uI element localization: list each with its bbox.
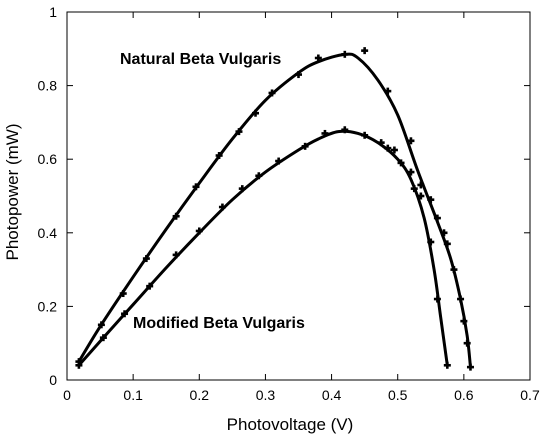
y-axis-title: Photopower (mW) — [3, 124, 22, 261]
data-point-modified — [275, 157, 283, 165]
data-point-natural — [427, 196, 435, 204]
x-axis-title: Photovoltage (V) — [227, 415, 354, 434]
data-point-modified — [361, 131, 369, 139]
x-tick-label: 0 — [63, 387, 71, 403]
data-point-natural — [457, 295, 465, 303]
data-point-natural — [252, 109, 260, 117]
y-tick-label: 0.4 — [38, 225, 58, 241]
y-tick-label: 0 — [49, 372, 57, 388]
x-tick-label: 0.3 — [256, 387, 276, 403]
x-tick-label: 0.2 — [190, 387, 210, 403]
data-point-natural — [433, 214, 441, 222]
data-point-natural — [361, 47, 369, 55]
data-point-modified — [397, 159, 405, 167]
data-point-natural — [192, 183, 200, 191]
y-tick-label: 0.6 — [38, 151, 58, 167]
x-tick-label: 0.4 — [322, 387, 342, 403]
data-point-natural — [460, 317, 468, 325]
x-tick-label: 0.1 — [123, 387, 143, 403]
y-tick-label: 0.8 — [38, 78, 58, 94]
data-point-natural — [215, 152, 223, 160]
data-point-modified — [172, 251, 180, 259]
data-point-modified — [146, 282, 154, 290]
data-point-modified — [384, 144, 392, 152]
data-point-modified — [121, 310, 129, 318]
y-tick-label: 1 — [49, 4, 57, 20]
x-tick-label: 0.5 — [388, 387, 408, 403]
data-point-natural — [384, 87, 392, 95]
data-point-modified — [341, 126, 349, 134]
data-point-modified — [195, 227, 203, 235]
data-point-modified — [75, 361, 83, 369]
data-point-modified — [301, 142, 309, 150]
y-tick-label: 0.2 — [38, 298, 58, 314]
data-point-modified — [255, 172, 263, 180]
data-point-modified — [321, 129, 329, 137]
data-point-natural — [341, 50, 349, 58]
data-point-natural — [235, 128, 243, 136]
data-point-modified — [417, 192, 425, 200]
data-point-modified — [443, 361, 451, 369]
x-tick-label: 0.6 — [454, 387, 474, 403]
data-point-modified — [407, 168, 415, 176]
data-point-natural — [450, 266, 458, 274]
data-point-modified — [218, 203, 226, 211]
data-point-natural — [463, 339, 471, 347]
data-point-natural — [466, 363, 474, 371]
data-point-natural — [417, 181, 425, 189]
data-point-natural — [172, 212, 180, 220]
data-point-natural — [443, 240, 451, 248]
data-point-modified — [377, 139, 385, 147]
data-point-natural — [314, 54, 322, 62]
data-point-modified — [433, 295, 441, 303]
data-point-natural — [407, 137, 415, 145]
annotation-natural-beta-vulgaris: Natural Beta Vulgaris — [120, 51, 281, 68]
data-point-modified — [238, 185, 246, 193]
data-point-modified — [427, 238, 435, 246]
data-point-natural — [97, 321, 105, 329]
data-point-modified — [410, 185, 418, 193]
plot-frame — [66, 11, 531, 381]
data-point-natural — [119, 290, 127, 298]
data-point-natural — [440, 229, 448, 237]
data-point-modified — [390, 146, 398, 154]
data-point-natural — [142, 255, 150, 263]
annotation-modified-beta-vulgaris: Modified Beta Vulgaris — [133, 315, 305, 332]
x-tick-label: 0.7 — [520, 387, 540, 403]
data-point-natural — [295, 71, 302, 79]
data-point-natural — [268, 89, 276, 97]
data-point-modified — [99, 334, 107, 342]
